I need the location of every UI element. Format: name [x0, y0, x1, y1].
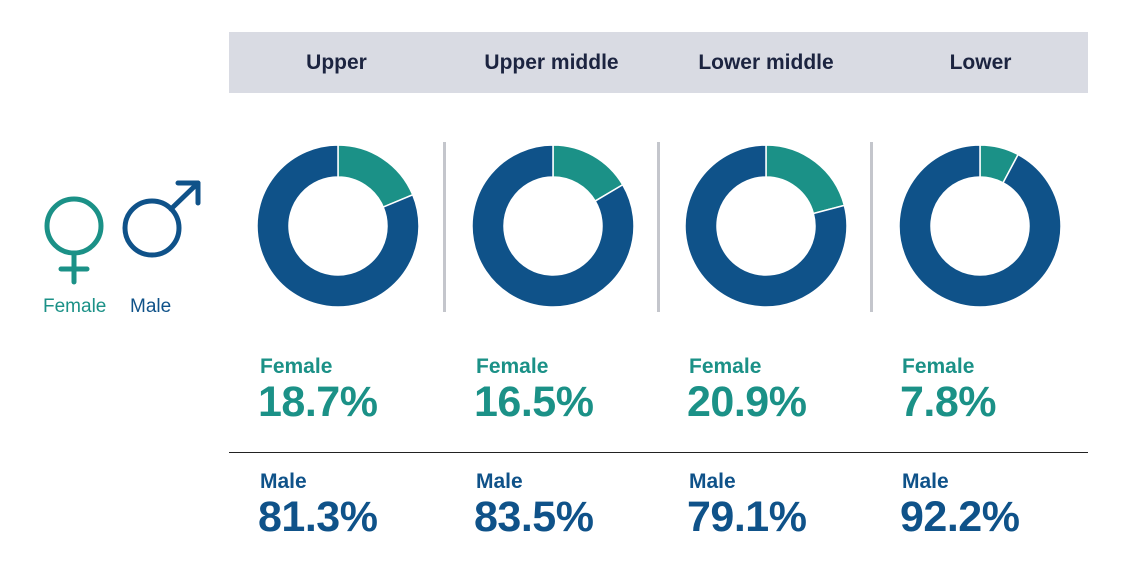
female-label: Female [260, 355, 333, 378]
male-value-upper-middle: 83.5% [474, 493, 594, 541]
donut-slice-female-lower-middle [765, 144, 846, 215]
column-header-lower: Lower [949, 51, 1012, 74]
donut-lower-middle [684, 144, 848, 308]
male-value-lower-middle: 79.1% [687, 493, 807, 541]
legend-male-label: Male [130, 296, 172, 317]
male-label: Male [689, 470, 736, 493]
column-header-upper: Upper [306, 51, 367, 74]
column-header-upper-middle: Upper middle [484, 51, 619, 74]
male-label: Male [260, 470, 307, 493]
male-symbol-icon [122, 180, 201, 258]
male-value-lower: 92.2% [900, 493, 1020, 541]
male-value-upper: 81.3% [258, 493, 378, 541]
column-divider [443, 142, 446, 312]
legend: Female Male [30, 170, 220, 320]
legend-female-label: Female [43, 296, 107, 317]
donut-slice-male-upper [256, 144, 420, 308]
donut-upper [256, 144, 420, 308]
column-divider [657, 142, 660, 312]
donut-slice-male-lower-middle [684, 144, 848, 308]
header-band [229, 32, 1088, 93]
female-value-lower-middle: 20.9% [687, 378, 807, 426]
donut-slice-male-lower [898, 144, 1062, 308]
column-header-lower-middle: Lower middle [698, 51, 834, 74]
female-label: Female [476, 355, 549, 378]
female-symbol-icon [44, 196, 104, 285]
female-value-upper: 18.7% [258, 378, 378, 426]
donut-slice-male-upper-middle [471, 144, 635, 308]
donut-slice-female-upper [337, 144, 414, 209]
female-label: Female [689, 355, 762, 378]
legend-icons [44, 180, 201, 285]
donut-upper-middle [471, 144, 635, 308]
male-label: Male [476, 470, 523, 493]
separator-line [229, 452, 1088, 453]
column-divider [870, 142, 873, 312]
male-label: Male [902, 470, 949, 493]
female-value-lower: 7.8% [900, 378, 997, 426]
female-label: Female [902, 355, 975, 378]
female-value-upper-middle: 16.5% [474, 378, 594, 426]
donut-lower [898, 144, 1062, 308]
